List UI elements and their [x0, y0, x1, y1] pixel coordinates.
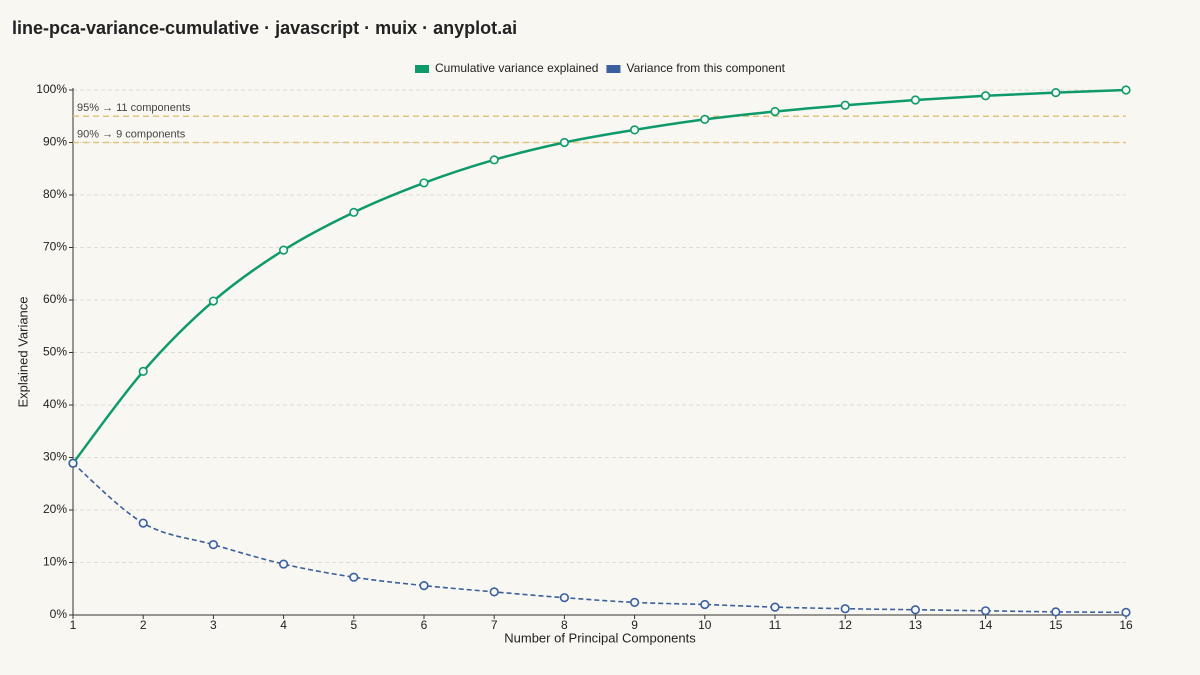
point [1051, 607, 1061, 617]
x-axis-label: Number of Principal Components [504, 630, 696, 645]
x-tick-label: 9 [631, 618, 638, 632]
y-tick-label: 90% [43, 135, 67, 149]
y-tick-label: 10% [43, 555, 67, 569]
y-tick-label: 100% [36, 82, 67, 96]
point [68, 458, 78, 468]
point [349, 207, 359, 217]
point [980, 91, 991, 101]
series-line [72, 88, 1127, 465]
y-tick-label: 80% [43, 187, 67, 201]
point [559, 137, 570, 148]
point [138, 366, 148, 377]
point [559, 593, 570, 603]
x-tick-label: 5 [350, 618, 357, 632]
point [279, 245, 289, 255]
point [910, 605, 921, 615]
x-tick-label: 10 [698, 618, 712, 632]
point [700, 114, 710, 124]
point [208, 296, 218, 306]
series-line [72, 462, 1127, 614]
point [840, 604, 850, 614]
x-tick-label: 11 [769, 618, 782, 632]
point [1121, 607, 1131, 617]
point [349, 572, 359, 582]
point [980, 606, 991, 616]
x-tick-label: 16 [1119, 618, 1133, 632]
point [489, 155, 499, 165]
point [208, 540, 218, 550]
point [840, 100, 850, 110]
x-tick-label: 6 [421, 618, 428, 632]
point [770, 602, 780, 612]
y-tick-label: 70% [43, 240, 67, 254]
x-tick-label: 13 [909, 618, 923, 632]
legend-label: Cumulative variance explained [435, 61, 598, 75]
threshold-label: 90% → 9 components [77, 128, 186, 140]
point [700, 599, 710, 610]
legend-label: Variance from this component [626, 61, 785, 75]
point [1121, 85, 1131, 95]
y-tick-label: 20% [43, 502, 67, 516]
point [419, 178, 429, 188]
x-tick-label: 15 [1049, 618, 1063, 632]
x-tick-label: 1 [70, 618, 77, 632]
chart-title: line-pca-variance-cumulative · javascrip… [12, 18, 517, 38]
legend-swatch [606, 65, 621, 73]
x-tick-label: 4 [280, 618, 287, 632]
point [138, 518, 148, 528]
y-tick-label: 50% [43, 345, 67, 359]
point [910, 95, 921, 105]
x-tick-label: 7 [491, 618, 498, 632]
x-tick-label: 12 [839, 618, 853, 632]
point [629, 125, 640, 135]
point [629, 597, 640, 608]
point [419, 580, 429, 591]
point [279, 559, 289, 569]
y-tick-label: 0% [50, 607, 68, 621]
point [770, 106, 780, 117]
y-axis-label: Explained Variance [15, 296, 30, 407]
x-tick-label: 14 [979, 618, 993, 632]
y-tick-label: 60% [43, 292, 67, 306]
threshold-label: 95% → 11 components [77, 102, 191, 114]
point [1051, 88, 1061, 98]
x-tick-label: 8 [561, 618, 568, 632]
y-tick-label: 40% [43, 397, 67, 411]
x-tick-label: 2 [140, 618, 147, 632]
x-tick-label: 3 [210, 618, 217, 632]
y-tick-label: 30% [43, 450, 67, 464]
legend-swatch [415, 65, 430, 73]
point [489, 587, 499, 597]
